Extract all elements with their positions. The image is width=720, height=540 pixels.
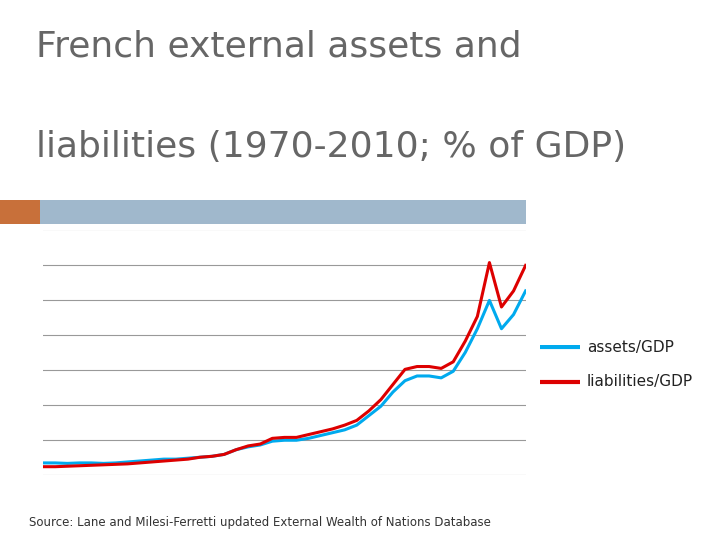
liabilities/GDP bbox=[364, 408, 373, 414]
liabilities/GDP bbox=[473, 313, 482, 320]
assets/GDP bbox=[63, 460, 72, 467]
liabilities/GDP bbox=[521, 262, 530, 268]
assets/GDP bbox=[498, 326, 506, 332]
assets/GDP bbox=[184, 455, 192, 461]
assets/GDP bbox=[196, 454, 204, 461]
liabilities/GDP bbox=[401, 366, 410, 373]
assets/GDP bbox=[75, 460, 84, 466]
assets/GDP bbox=[256, 442, 265, 448]
liabilities/GDP bbox=[498, 303, 506, 310]
assets/GDP bbox=[171, 456, 180, 462]
liabilities/GDP bbox=[509, 288, 518, 294]
assets/GDP bbox=[377, 403, 385, 409]
Bar bbox=[0, 200, 40, 224]
Text: liabilities (1970-2010; % of GDP): liabilities (1970-2010; % of GDP) bbox=[36, 130, 626, 164]
assets/GDP bbox=[39, 460, 48, 466]
assets/GDP bbox=[341, 427, 349, 433]
assets/GDP bbox=[521, 288, 530, 294]
liabilities/GDP bbox=[63, 463, 72, 469]
liabilities/GDP bbox=[148, 458, 156, 465]
liabilities/GDP bbox=[425, 363, 433, 370]
liabilities/GDP bbox=[196, 454, 204, 461]
liabilities/GDP bbox=[328, 426, 337, 432]
liabilities/GDP bbox=[461, 338, 469, 345]
assets/GDP bbox=[160, 456, 168, 462]
assets/GDP bbox=[328, 429, 337, 436]
liabilities/GDP bbox=[39, 463, 48, 470]
assets/GDP bbox=[461, 349, 469, 355]
Text: French external assets and: French external assets and bbox=[36, 30, 521, 64]
assets/GDP bbox=[244, 444, 253, 450]
liabilities/GDP bbox=[184, 456, 192, 462]
liabilities/GDP bbox=[341, 422, 349, 428]
liabilities/GDP bbox=[268, 435, 276, 442]
assets/GDP bbox=[509, 311, 518, 318]
assets/GDP bbox=[112, 460, 120, 466]
liabilities/GDP bbox=[305, 431, 313, 438]
assets/GDP bbox=[401, 377, 410, 384]
assets/GDP bbox=[220, 451, 228, 458]
liabilities/GDP bbox=[99, 462, 108, 468]
assets/GDP bbox=[268, 438, 276, 444]
assets/GDP bbox=[232, 447, 240, 453]
liabilities/GDP bbox=[123, 461, 132, 467]
liabilities/GDP bbox=[208, 453, 217, 460]
liabilities/GDP bbox=[256, 441, 265, 447]
liabilities/GDP bbox=[232, 447, 240, 453]
assets/GDP bbox=[425, 373, 433, 379]
assets/GDP bbox=[99, 460, 108, 467]
assets/GDP bbox=[292, 437, 301, 443]
assets/GDP bbox=[135, 458, 144, 464]
assets/GDP bbox=[316, 432, 325, 438]
assets/GDP bbox=[413, 373, 421, 379]
Text: assets/GDP: assets/GDP bbox=[587, 340, 674, 355]
assets/GDP bbox=[51, 460, 60, 466]
liabilities/GDP bbox=[87, 462, 96, 469]
liabilities/GDP bbox=[316, 429, 325, 435]
assets/GDP bbox=[208, 453, 217, 460]
liabilities/GDP bbox=[171, 457, 180, 463]
assets/GDP bbox=[364, 413, 373, 419]
liabilities/GDP bbox=[413, 363, 421, 370]
Text: Source: Lane and Milesi-Ferretti updated External Wealth of Nations Database: Source: Lane and Milesi-Ferretti updated… bbox=[29, 516, 490, 529]
liabilities/GDP bbox=[135, 460, 144, 466]
liabilities/GDP bbox=[292, 434, 301, 441]
assets/GDP bbox=[485, 297, 494, 303]
liabilities/GDP bbox=[485, 259, 494, 266]
liabilities/GDP bbox=[280, 434, 289, 441]
assets/GDP bbox=[449, 368, 458, 375]
assets/GDP bbox=[473, 326, 482, 332]
assets/GDP bbox=[123, 458, 132, 465]
liabilities/GDP bbox=[449, 359, 458, 365]
liabilities/GDP bbox=[377, 396, 385, 403]
Line: liabilities/GDP: liabilities/GDP bbox=[43, 262, 526, 467]
liabilities/GDP bbox=[244, 443, 253, 449]
liabilities/GDP bbox=[112, 461, 120, 468]
liabilities/GDP bbox=[160, 458, 168, 464]
liabilities/GDP bbox=[75, 462, 84, 469]
assets/GDP bbox=[280, 437, 289, 443]
assets/GDP bbox=[148, 457, 156, 463]
Line: assets/GDP: assets/GDP bbox=[43, 291, 526, 463]
liabilities/GDP bbox=[220, 451, 228, 458]
Text: liabilities/GDP: liabilities/GDP bbox=[587, 374, 693, 389]
liabilities/GDP bbox=[51, 463, 60, 470]
assets/GDP bbox=[305, 435, 313, 442]
assets/GDP bbox=[353, 422, 361, 428]
liabilities/GDP bbox=[437, 365, 446, 372]
liabilities/GDP bbox=[389, 381, 397, 388]
assets/GDP bbox=[87, 460, 96, 466]
Bar bbox=[40, 200, 526, 224]
assets/GDP bbox=[389, 389, 397, 395]
assets/GDP bbox=[437, 375, 446, 381]
liabilities/GDP bbox=[353, 417, 361, 423]
